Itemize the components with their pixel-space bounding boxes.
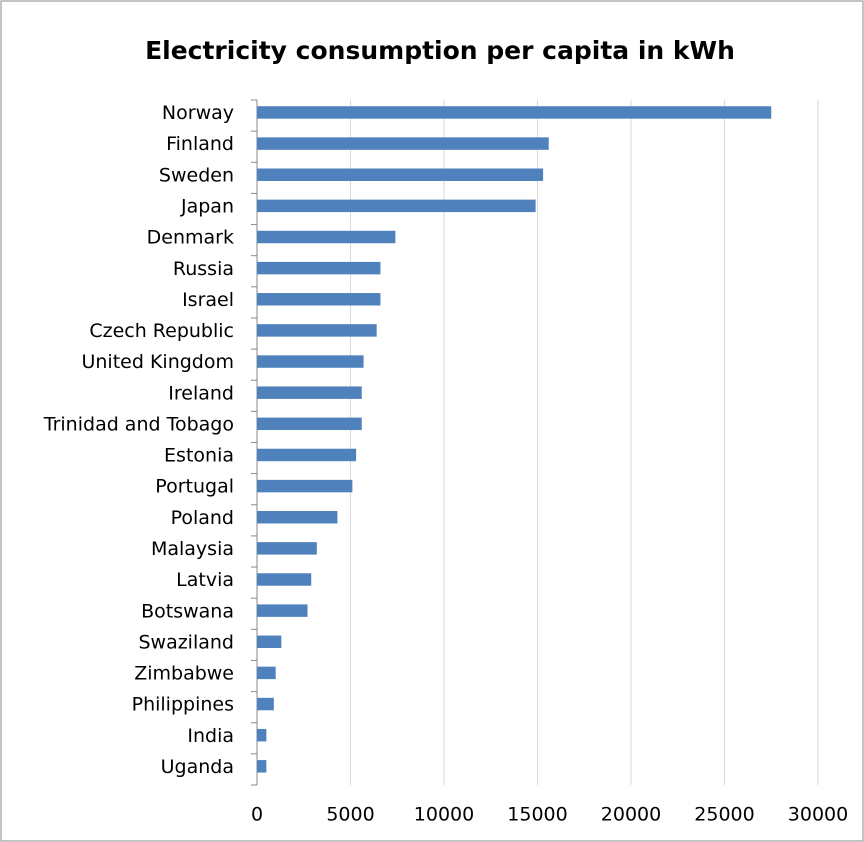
y-tick-label: Ireland <box>168 382 234 404</box>
y-tick-label: Zimbabwe <box>134 663 234 685</box>
chart-title: Electricity consumption per capita in kW… <box>145 36 735 65</box>
y-tick-label: United Kingdom <box>81 351 234 373</box>
y-tick-label: Czech Republic <box>89 320 234 342</box>
bar <box>257 728 267 742</box>
y-tick-label: Uganda <box>161 756 234 778</box>
x-tick-label: 10000 <box>414 804 474 826</box>
y-tick-label: Finland <box>166 133 234 155</box>
y-tick-label: Portugal <box>155 476 234 498</box>
bar <box>257 168 544 181</box>
y-tick-label: Norway <box>162 102 234 124</box>
x-tick-label: 15000 <box>507 804 567 826</box>
x-tick-label: 25000 <box>694 804 754 826</box>
x-tick-label: 5000 <box>326 804 374 826</box>
bar <box>257 760 267 773</box>
bar <box>257 261 381 275</box>
bar <box>257 542 317 555</box>
bar <box>257 448 357 462</box>
y-tick-label: Israel <box>182 289 234 311</box>
bar <box>257 230 396 244</box>
x-tick-label: 30000 <box>788 804 848 826</box>
bar <box>257 355 364 368</box>
bar <box>257 324 377 337</box>
bar <box>257 137 549 150</box>
bar <box>257 666 276 680</box>
bar <box>257 199 536 213</box>
y-tick-label: Botswana <box>141 600 234 622</box>
bar <box>257 604 308 617</box>
bar <box>257 697 274 711</box>
y-tick-label: India <box>187 725 234 747</box>
y-tick-label: Sweden <box>159 164 234 186</box>
y-tick-label: Latvia <box>176 569 234 591</box>
bar <box>257 293 381 306</box>
y-tick-label: Philippines <box>132 694 234 716</box>
y-tick-label: Swaziland <box>138 631 234 653</box>
bar <box>257 635 282 648</box>
y-tick-label: Russia <box>173 258 234 280</box>
bar <box>257 417 362 431</box>
y-tick-label: Trinidad and Tobago <box>43 413 234 435</box>
bar <box>257 479 353 493</box>
y-tick-label: Japan <box>180 195 234 217</box>
bar <box>257 106 772 119</box>
y-tick-label: Poland <box>171 507 234 529</box>
bar <box>257 511 338 524</box>
y-tick-label: Estonia <box>164 445 234 467</box>
bar <box>257 573 312 586</box>
x-tick-label: 0 <box>251 804 263 826</box>
y-tick-label: Malaysia <box>151 538 234 560</box>
y-tick-label: Denmark <box>147 227 234 249</box>
bar <box>257 386 362 399</box>
x-tick-label: 20000 <box>601 804 661 826</box>
